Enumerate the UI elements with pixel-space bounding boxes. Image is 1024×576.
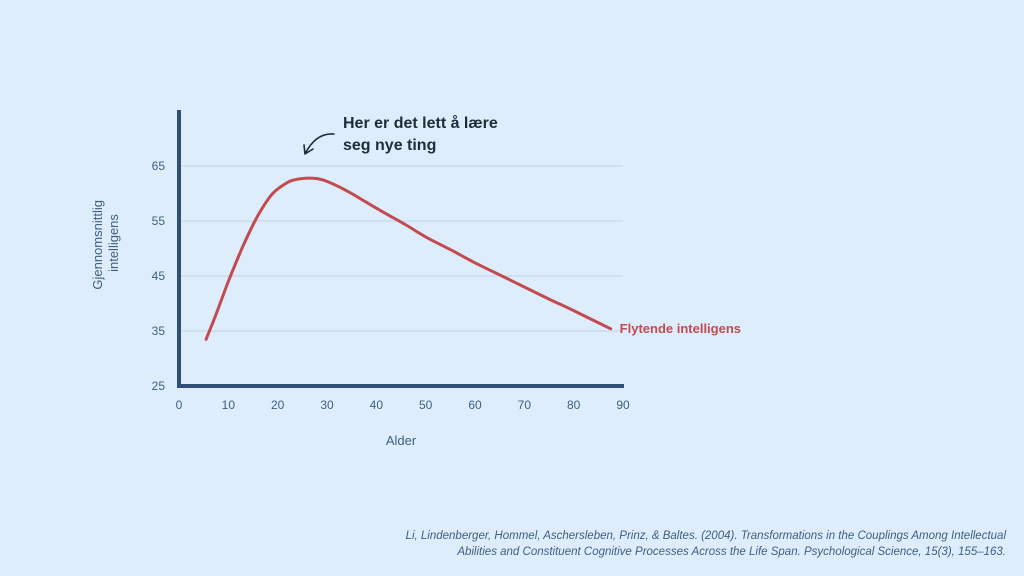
citation: Li, Lindenberger, Hommel, Aschersleben, … (366, 528, 1006, 560)
x-tick-label-20: 20 (271, 398, 285, 412)
y-tick-label-45: 45 (152, 269, 166, 283)
x-tick-label-90: 90 (616, 398, 630, 412)
y-tick-label-35: 35 (152, 324, 166, 338)
annotation: Her er det lett å lære seg nye ting (303, 114, 502, 155)
citation-line-2: Abilities and Constituent Cognitive Proc… (457, 546, 1006, 558)
x-tick-label-60: 60 (468, 398, 482, 412)
curved-arrow-icon (303, 133, 335, 155)
x-tick-label-50: 50 (419, 398, 433, 412)
y-tick-label-25: 25 (152, 379, 166, 393)
x-tick-label-30: 30 (320, 398, 334, 412)
x-tick-label-40: 40 (370, 398, 384, 412)
axes (177, 110, 624, 388)
y-tick-label-55: 55 (152, 214, 166, 228)
tick-labels: 25 35 45 55 65 0 10 20 30 40 50 60 70 80 90 (152, 159, 630, 412)
series-layer: Flytende intelligens (204, 176, 741, 341)
series-label-0: Flytende intelligens (620, 321, 741, 336)
y-axis-title: Gjennomsnittlig intelligens (90, 196, 121, 289)
annotation-line-2: seg nye ting (343, 137, 436, 154)
annotation-text: Her er det lett å lære seg nye ting (343, 114, 502, 154)
y-axis-title-line-1: Gjennomsnittlig (90, 200, 105, 290)
series-line-0 (204, 176, 613, 341)
annotation-line-1: Her er det lett å lære (343, 114, 498, 132)
gridlines (179, 165, 623, 332)
x-tick-label-10: 10 (222, 398, 236, 412)
x-tick-label-80: 80 (567, 398, 581, 412)
citation-line-1: Li, Lindenberger, Hommel, Aschersleben, … (405, 530, 1006, 542)
x-tick-label-0: 0 (176, 398, 183, 412)
y-tick-label-65: 65 (152, 159, 166, 173)
x-tick-label-70: 70 (518, 398, 532, 412)
y-axis-title-line-2: intelligens (106, 214, 121, 272)
x-axis-title: Alder (386, 433, 417, 448)
